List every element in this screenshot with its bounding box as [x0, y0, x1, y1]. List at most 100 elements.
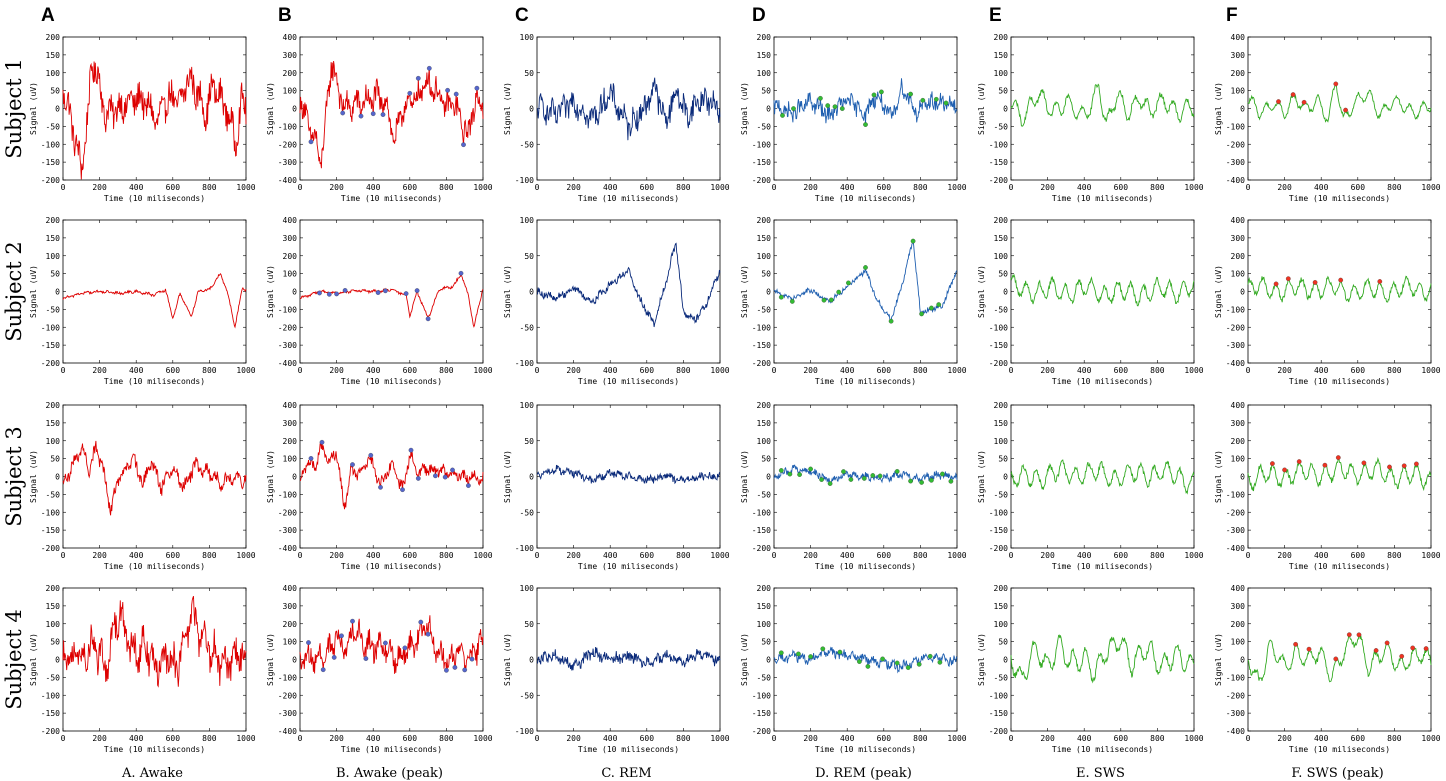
panel-1-b: 0 200 400 600 800 1000 -400 -300 -200 -100 0 100 200… [266, 33, 493, 203]
x-tick-label: 200 [1040, 734, 1055, 743]
y-tick-label: -150 [752, 158, 771, 167]
peak-marker [905, 665, 911, 670]
y-tick-label: -50 [757, 122, 772, 131]
y-tick-label: -200 [278, 691, 297, 700]
signal-line-sws [1247, 82, 1432, 123]
x-tick-label: 1000 [947, 734, 966, 743]
x-tick-label: 200 [329, 551, 344, 560]
x-tick-label: 800 [202, 366, 217, 375]
peak-marker [821, 297, 827, 303]
x-tick-label: 600 [403, 366, 418, 375]
y-tick-label: 50 [50, 455, 60, 464]
y-tick-label: -150 [989, 709, 1008, 718]
y-tick-label: -100 [278, 490, 297, 499]
y-tick-label: -100 [752, 691, 771, 700]
x-tick-label: 0 [535, 551, 540, 560]
x-axis-label: Time (10 miliseconds) [1289, 377, 1390, 386]
y-tick-label: 200 [46, 584, 61, 593]
x-axis-label: Time (10 miliseconds) [341, 745, 442, 754]
signal-line-awake [299, 60, 484, 169]
peak-marker [306, 640, 311, 645]
x-tick-label: 800 [439, 551, 454, 560]
x-tick-label: 200 [329, 183, 344, 192]
x-tick-label: 0 [772, 183, 777, 192]
peak-marker [808, 654, 813, 659]
peak-marker [828, 297, 834, 303]
peak-marker [426, 65, 432, 71]
peak-marker [368, 452, 374, 458]
peak-marker [863, 122, 868, 127]
signal-line-sws [1247, 275, 1432, 303]
x-tick-label: 200 [92, 734, 107, 743]
y-tick-label: -200 [41, 359, 60, 368]
x-tick-label: 400 [840, 183, 855, 192]
y-tick-label: 300 [1231, 51, 1246, 60]
y-tick-label: 150 [994, 419, 1009, 428]
y-tick-label: 50 [998, 638, 1008, 647]
signal-line-rem [773, 464, 958, 485]
y-tick-label: 0 [1240, 288, 1245, 297]
peak-marker [339, 633, 344, 639]
y-tick-label: 150 [46, 51, 61, 60]
peak-marker [1401, 463, 1407, 469]
y-axis-label: Signal (uV) [266, 82, 275, 135]
y-axis-label: Signal (uV) [977, 633, 986, 686]
peak-marker [936, 302, 942, 307]
peak-marker [462, 667, 468, 673]
y-axis-label: Signal (uV) [29, 633, 38, 686]
peak-marker [425, 316, 431, 322]
x-tick-label: 800 [202, 734, 217, 743]
y-tick-label: -50 [520, 508, 535, 517]
x-axis-label: Time (10 miliseconds) [104, 745, 205, 754]
y-axis-label: Signal (uV) [977, 82, 986, 135]
column-letter-d: D [752, 5, 766, 26]
y-tick-label: 300 [283, 51, 298, 60]
x-axis-label: Time (10 miliseconds) [578, 377, 679, 386]
x-tick-label: 800 [1387, 551, 1402, 560]
x-tick-label: 200 [1277, 366, 1292, 375]
y-tick-label: -50 [46, 490, 61, 499]
y-tick-label: -100 [41, 691, 60, 700]
y-tick-label: 0 [1003, 656, 1008, 665]
peak-marker [1414, 461, 1419, 467]
peak-marker [466, 483, 471, 488]
y-tick-label: 0 [766, 656, 771, 665]
y-tick-label: 50 [998, 455, 1008, 464]
signal-line-awake [62, 595, 247, 688]
x-tick-label: 200 [1277, 734, 1292, 743]
y-tick-label: 300 [283, 234, 298, 243]
x-tick-label: 600 [166, 734, 181, 743]
y-tick-label: -150 [752, 709, 771, 718]
y-axis-label: Signal (uV) [1214, 82, 1223, 135]
y-tick-label: 100 [757, 620, 772, 629]
peak-marker [375, 290, 381, 295]
peak-marker [326, 291, 332, 297]
peak-marker [453, 91, 459, 97]
x-tick-label: 400 [603, 183, 618, 192]
x-axis-label: Time (10 miliseconds) [578, 562, 679, 571]
x-tick-label: 600 [640, 551, 655, 560]
y-tick-label: -100 [752, 508, 771, 517]
peak-marker [820, 646, 826, 652]
y-tick-label: 150 [994, 602, 1009, 611]
peak-marker [778, 468, 784, 473]
y-tick-label: -400 [278, 176, 297, 185]
y-tick-label: 300 [283, 419, 298, 428]
y-tick-label: 50 [998, 270, 1008, 279]
y-tick-label: -150 [752, 526, 771, 535]
y-tick-label: -150 [41, 158, 60, 167]
x-tick-label: 200 [566, 366, 581, 375]
caption-b: B. Awake (peak) [336, 766, 443, 781]
x-axis-label: Time (10 miliseconds) [104, 377, 205, 386]
y-tick-label: -50 [46, 122, 61, 131]
panel-1-e: 0 200 400 600 800 1000 -200 -150 -100 -50 0 50 100 15… [977, 33, 1204, 203]
y-tick-label: 0 [1003, 105, 1008, 114]
y-tick-label: 200 [757, 401, 772, 410]
signal-line-sws [1010, 634, 1195, 684]
y-axis-label: Signal (uV) [503, 265, 512, 318]
y-tick-label: 0 [55, 105, 60, 114]
caption-f: F. SWS (peak) [1291, 766, 1383, 781]
y-tick-label: 0 [529, 656, 534, 665]
y-tick-label: -200 [1226, 508, 1245, 517]
x-tick-label: 0 [772, 366, 777, 375]
